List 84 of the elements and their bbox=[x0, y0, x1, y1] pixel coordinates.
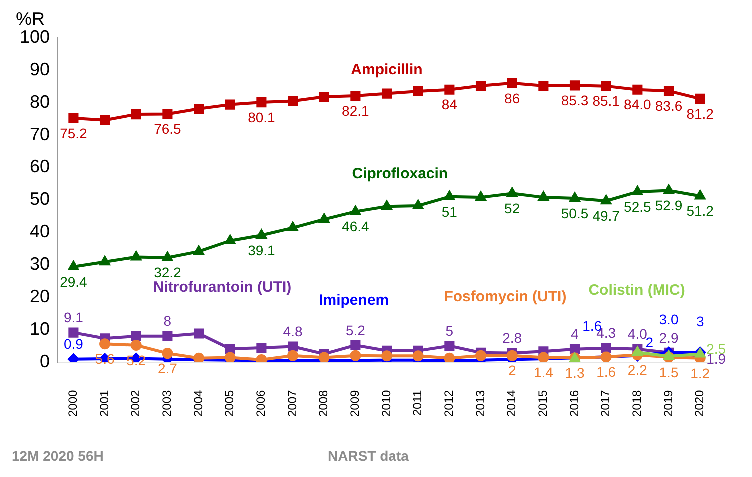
data-label: 52.5 bbox=[624, 198, 652, 215]
data-label: 29.4 bbox=[60, 274, 88, 290]
x-tick-label: 2015 bbox=[536, 390, 550, 418]
x-tick-label: 2018 bbox=[630, 390, 644, 418]
data-label: 84 bbox=[442, 96, 458, 113]
x-tick-label: 2011 bbox=[410, 390, 425, 416]
data-label: 39.1 bbox=[248, 242, 276, 258]
x-tick-label: 2016 bbox=[567, 390, 582, 418]
data-label: 51.2 bbox=[686, 203, 714, 220]
data-label: 2 bbox=[508, 362, 516, 379]
data-label: 5.2 bbox=[346, 322, 366, 338]
x-tick-label: 2010 bbox=[379, 390, 394, 418]
x-tick-label: 2007 bbox=[285, 390, 300, 418]
data-label: 1.4 bbox=[534, 364, 554, 381]
data-label: 3 bbox=[696, 313, 704, 330]
x-tick-label: 2000 bbox=[66, 390, 80, 418]
data-label: 4.8 bbox=[283, 324, 303, 340]
data-label: 2 bbox=[646, 334, 654, 351]
x-tick-label: 2019 bbox=[661, 390, 676, 418]
data-label: 2.8 bbox=[502, 330, 522, 346]
x-tick-label: 2003 bbox=[160, 390, 174, 418]
data-label: 8 bbox=[164, 313, 172, 330]
data-label: 84.0 bbox=[624, 96, 652, 113]
y-tick-label: 20 bbox=[30, 286, 50, 306]
data-label: 1.3 bbox=[565, 364, 585, 381]
y-tick-label: 30 bbox=[30, 254, 50, 274]
data-label: 2.9 bbox=[659, 330, 679, 346]
data-label: 4 bbox=[571, 326, 580, 342]
y-tick-label: 100 bbox=[20, 26, 50, 47]
x-tick-label: 2014 bbox=[504, 390, 519, 418]
data-label: 1.2 bbox=[690, 365, 710, 382]
data-label: 75.2 bbox=[60, 125, 88, 142]
text: Imipenem bbox=[319, 292, 390, 309]
data-label: 49.7 bbox=[592, 208, 620, 224]
data-label: 52 bbox=[504, 200, 520, 217]
data-label: 1.6 bbox=[596, 364, 616, 380]
text: Fosfomycin (UTI) bbox=[444, 288, 567, 306]
x-tick-label: 2001 bbox=[97, 390, 112, 418]
data-label: 80.1 bbox=[248, 109, 276, 126]
data-label: 0.9 bbox=[64, 336, 84, 352]
data-label: 83.6 bbox=[655, 98, 683, 114]
y-tick-label: 50 bbox=[30, 189, 50, 210]
data-label: 3.0 bbox=[659, 311, 679, 328]
data-label: 76.5 bbox=[154, 121, 182, 138]
x-tick-label: 2020 bbox=[692, 390, 707, 418]
data-label: 5 bbox=[446, 322, 454, 339]
y-tick-label: 60 bbox=[30, 156, 50, 177]
x-tick-label: 2012 bbox=[442, 390, 456, 418]
text: 12M 2020 56H bbox=[12, 448, 104, 464]
x-tick-label: 2017 bbox=[598, 390, 613, 418]
series-label: Ciprofloxacin bbox=[352, 165, 448, 182]
data-label: 32.2 bbox=[154, 264, 182, 281]
x-tick-label: 2013 bbox=[473, 390, 488, 418]
data-label: 85.1 bbox=[592, 93, 620, 110]
y-tick-label: 70 bbox=[30, 124, 50, 144]
data-label: 50.5 bbox=[561, 205, 589, 222]
x-tick-label: 2006 bbox=[254, 390, 268, 418]
x-tick-label: 2004 bbox=[191, 390, 206, 418]
text: NARST data bbox=[328, 448, 410, 464]
data-label: 2.2 bbox=[628, 362, 648, 378]
y-tick-label: 90 bbox=[30, 59, 50, 80]
data-label: 46.4 bbox=[342, 218, 370, 235]
x-tick-label: 2008 bbox=[316, 390, 331, 418]
y-tick-label: 40 bbox=[30, 222, 50, 242]
data-label: 81.2 bbox=[686, 106, 714, 122]
data-label: 82.1 bbox=[342, 102, 370, 119]
data-label: 4.0 bbox=[628, 326, 648, 342]
data-label: 1.5 bbox=[659, 364, 679, 380]
series-label: Ampicillin bbox=[351, 62, 423, 79]
data-label: 52.9 bbox=[655, 198, 683, 214]
x-tick-label: 2009 bbox=[348, 390, 362, 418]
data-label: 85.3 bbox=[561, 92, 589, 109]
data-label: 51 bbox=[442, 204, 458, 220]
data-label: 86 bbox=[504, 90, 520, 106]
data-label: 9.1 bbox=[64, 310, 84, 326]
x-tick-label: 2002 bbox=[128, 390, 143, 418]
y-tick-label: 80 bbox=[30, 92, 50, 112]
y-tick-label: 0 bbox=[40, 351, 50, 372]
y-tick-label: 10 bbox=[30, 318, 50, 339]
data-label: 2.7 bbox=[158, 360, 178, 376]
text: Nitrofurantoin (UTI) bbox=[153, 278, 292, 296]
y-axis-title: %R bbox=[16, 8, 46, 29]
text: Colistin (MIC) bbox=[588, 282, 686, 300]
x-tick-label: 2005 bbox=[222, 390, 237, 418]
